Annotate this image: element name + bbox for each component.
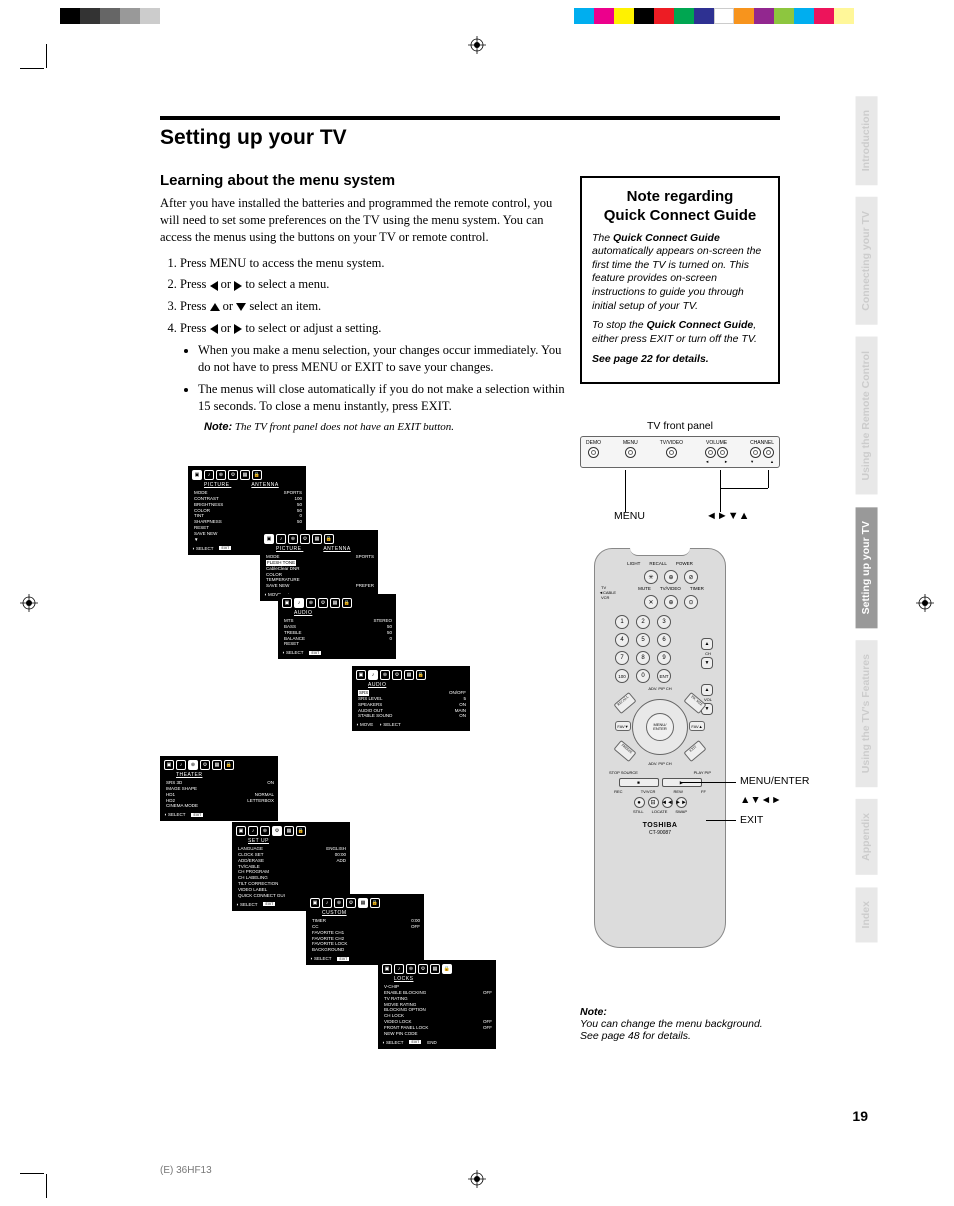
- registration-mark: [468, 36, 486, 54]
- chapter-tabs: Introduction Connecting your TV Using th…: [856, 96, 882, 954]
- notebox-title: Note regardingQuick Connect Guide: [592, 188, 768, 226]
- remote-mode-switch: TV◄CABLEVCR: [601, 585, 616, 601]
- remote-exit-callout: EXIT: [740, 814, 763, 826]
- page-title: Setting up your TV: [160, 126, 780, 150]
- tab-remote: Using the Remote Control: [856, 337, 878, 495]
- bullet-2: The menus will close automatically if yo…: [198, 381, 568, 415]
- tab-features: Using the TV's Features: [856, 640, 878, 787]
- crop-mark: [20, 68, 44, 69]
- remote-brand: TOSHIBA: [595, 822, 725, 829]
- step-3: Press or select an item.: [180, 297, 570, 316]
- tab-setup: Setting up your TV: [856, 507, 878, 628]
- step-4: Press or to select or adjust a setting.: [180, 319, 570, 338]
- remote-nav-pad: MENU/ ENTER FAV▼ FAV▲ RECALL PIC SIZE FR…: [618, 695, 702, 757]
- fp-menu-callout: MENU: [614, 510, 645, 522]
- menu-theater: ▣♪⊛⚙▦🔒 THEATER SRS 3DONIMAGE SHAPEHD1NOR…: [160, 756, 278, 821]
- page-number: 19: [852, 1108, 868, 1124]
- tab-introduction: Introduction: [856, 96, 878, 185]
- fp-arrows-callout: ◄►▼▲: [706, 510, 750, 522]
- menu-custom: ▣♪⊛⚙▦🔒 CUSTOM TIMER0:00CCOFFFAVORITE CH1…: [306, 894, 424, 965]
- remote-callout-line: [706, 820, 736, 821]
- notebox-see: See page 22 for details.: [592, 353, 768, 367]
- step-1: Press MENU to access the menu system.: [180, 254, 570, 273]
- menu-audio: ▣♪⊛⚙▦🔒 AUDIO MTSSTEREOBASS50TREBLE50BALA…: [278, 594, 396, 659]
- remote-control-diagram: LIGHTRECALLPOWER ✳⊕⊘ MUTETV/VIDEOTIMER ✕…: [594, 548, 726, 948]
- bottom-note: Note: You can change the menu background…: [580, 1006, 780, 1042]
- fp-label: TV front panel: [580, 420, 780, 432]
- print-color-bar: [60, 8, 160, 24]
- step-2: Press or to select a menu.: [180, 275, 570, 294]
- tv-front-panel-diagram: TV front panel DEMO MENU TV/VIDEO VOLUME…: [580, 420, 780, 468]
- tab-connecting: Connecting your TV: [856, 197, 878, 325]
- tab-index: Index: [856, 887, 878, 942]
- bullet-1: When you make a menu selection, your cha…: [198, 342, 568, 376]
- notebox-p2: To stop the Quick Connect Guide, either …: [592, 319, 768, 346]
- bullets-list: When you make a menu selection, your cha…: [198, 342, 568, 416]
- footer-id: (E) 36HF13: [160, 1165, 212, 1176]
- tab-appendix: Appendix: [856, 799, 878, 875]
- registration-mark: [468, 1170, 486, 1188]
- fp-callout-line: [720, 470, 721, 512]
- remote-model: CT-90087: [595, 830, 725, 836]
- menu-picture-2: ▣♪⊛⚙▦🔒 PICTURE ANTENNA MODESPORTS FLESH …: [260, 530, 378, 601]
- menu-locks: ▣♪⊛⚙▦🔒 LOCKS V-CHIPENABLE BLOCKINGOFFTV …: [378, 960, 496, 1049]
- remote-callout-line: [680, 782, 736, 783]
- title-rule: [160, 116, 780, 120]
- steps-list: Press MENU to access the menu system. Pr…: [180, 254, 570, 338]
- print-color-bar-2: [574, 8, 854, 24]
- fp-callout-line: [720, 488, 768, 489]
- crop-mark: [46, 44, 47, 68]
- remote-menu-callout: MENU/ENTER: [740, 775, 809, 787]
- registration-mark: [20, 594, 38, 612]
- registration-mark: [916, 594, 934, 612]
- intro-text: After you have installed the batteries a…: [160, 195, 560, 246]
- crop-mark: [46, 1174, 47, 1198]
- crop-mark: [20, 1173, 44, 1174]
- remote-arrows-callout: ▲▼◄►: [740, 794, 782, 806]
- fp-strip: DEMO MENU TV/VIDEO VOLUME◄► CHANNEL▼▲: [580, 436, 780, 468]
- menu-audio-2: ▣♪⊛⚙▦🔒 AUDIO SRSON/OFFSRS LEVEL5SPEAKERS…: [352, 666, 470, 731]
- notebox-p1: The Quick Connect Guide automatically ap…: [592, 232, 768, 314]
- fp-callout-line: [768, 470, 769, 488]
- quick-connect-note-box: Note regardingQuick Connect Guide The Qu…: [580, 176, 780, 384]
- fp-callout-line: [625, 470, 626, 512]
